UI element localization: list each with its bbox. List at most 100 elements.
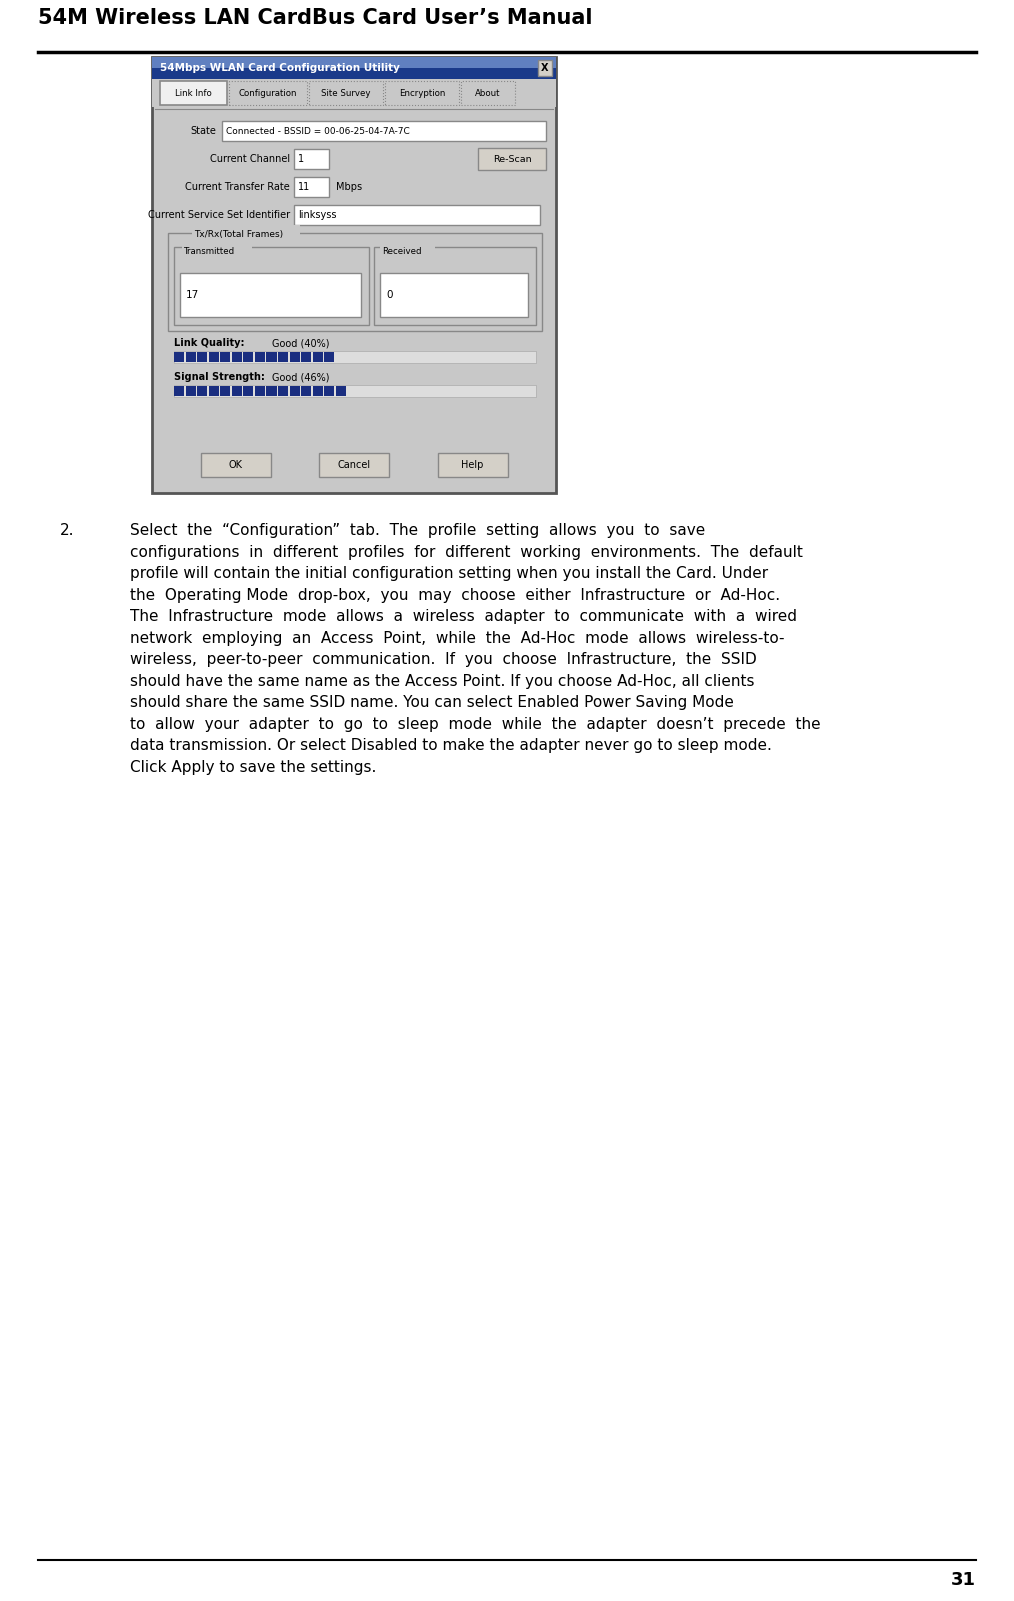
Bar xyxy=(380,274,528,317)
Bar xyxy=(243,386,254,395)
Bar xyxy=(278,386,288,395)
Text: Re-Scan: Re-Scan xyxy=(493,155,531,163)
Bar xyxy=(290,386,299,395)
Bar xyxy=(186,352,196,362)
Text: profile will contain the initial configuration setting when you install the Card: profile will contain the initial configu… xyxy=(130,567,769,581)
Bar xyxy=(290,352,299,362)
Bar xyxy=(220,386,230,395)
Text: 54Mbps WLAN Card Configuration Utility: 54Mbps WLAN Card Configuration Utility xyxy=(160,62,400,74)
Bar xyxy=(232,386,241,395)
Bar xyxy=(209,386,219,395)
Text: should share the same SSID name. You can select Enabled Power Saving Mode: should share the same SSID name. You can… xyxy=(130,695,734,709)
Bar xyxy=(174,247,369,325)
Text: data transmission. Or select Disabled to make the adapter never go to sleep mode: data transmission. Or select Disabled to… xyxy=(130,738,772,752)
Bar xyxy=(152,58,556,78)
Bar xyxy=(209,352,219,362)
Text: X: X xyxy=(541,62,549,74)
Bar xyxy=(461,82,515,106)
Text: wireless,  peer-to-peer  communication.  If  you  choose  Infrastructure,  the  : wireless, peer-to-peer communication. If… xyxy=(130,652,756,668)
Text: Connected - BSSID = 00-06-25-04-7A-7C: Connected - BSSID = 00-06-25-04-7A-7C xyxy=(226,126,410,136)
Text: Site Survey: Site Survey xyxy=(321,88,371,98)
Bar xyxy=(160,82,227,106)
Bar xyxy=(294,178,329,197)
Bar xyxy=(255,386,265,395)
Text: to  allow  your  adapter  to  go  to  sleep  mode  while  the  adapter  doesn’t : to allow your adapter to go to sleep mod… xyxy=(130,717,820,732)
Text: Mbps: Mbps xyxy=(336,183,362,192)
Text: 17: 17 xyxy=(186,290,199,299)
Bar xyxy=(192,226,300,242)
Text: Select  the  “Configuration”  tab.  The  profile  setting  allows  you  to  save: Select the “Configuration” tab. The prof… xyxy=(130,524,706,538)
Bar xyxy=(168,234,542,331)
Bar xyxy=(385,82,459,106)
Text: Click Apply to save the settings.: Click Apply to save the settings. xyxy=(130,759,376,775)
Bar xyxy=(182,243,252,258)
Bar xyxy=(294,205,540,226)
Bar xyxy=(309,82,383,106)
Text: OK: OK xyxy=(228,459,242,471)
Bar xyxy=(186,386,196,395)
Text: Configuration: Configuration xyxy=(238,88,297,98)
Bar xyxy=(174,384,536,397)
Text: The  Infrastructure  mode  allows  a  wireless  adapter  to  communicate  with  : The Infrastructure mode allows a wireles… xyxy=(130,608,797,624)
Text: Transmitted: Transmitted xyxy=(184,247,235,256)
Bar xyxy=(197,352,207,362)
Bar xyxy=(374,247,536,325)
Bar xyxy=(312,352,322,362)
Bar xyxy=(197,386,207,395)
Bar xyxy=(380,243,435,258)
Bar xyxy=(174,352,185,362)
Bar xyxy=(324,352,335,362)
Text: Cancel: Cancel xyxy=(338,459,370,471)
Bar xyxy=(478,147,546,170)
Bar xyxy=(437,453,507,477)
Text: Good (40%): Good (40%) xyxy=(272,338,330,347)
Bar xyxy=(324,386,335,395)
Text: 31: 31 xyxy=(951,1571,976,1590)
Bar xyxy=(229,82,307,106)
Text: Current Transfer Rate: Current Transfer Rate xyxy=(186,183,290,192)
Text: Current Channel: Current Channel xyxy=(210,154,290,163)
Bar xyxy=(336,386,346,395)
Bar xyxy=(255,352,265,362)
Bar xyxy=(180,274,361,317)
Bar xyxy=(174,351,536,363)
Text: 0: 0 xyxy=(386,290,392,299)
Text: State: State xyxy=(190,126,216,136)
Bar xyxy=(278,352,288,362)
Bar xyxy=(319,453,389,477)
Bar xyxy=(232,352,241,362)
Text: 11: 11 xyxy=(298,183,310,192)
Text: 1: 1 xyxy=(298,154,304,163)
Bar xyxy=(301,386,311,395)
Text: Signal Strength:: Signal Strength: xyxy=(174,371,265,383)
Text: Tx/Rx(Total Frames): Tx/Rx(Total Frames) xyxy=(194,229,283,239)
Text: network  employing  an  Access  Point,  while  the  Ad-Hoc  mode  allows  wirele: network employing an Access Point, while… xyxy=(130,631,785,645)
Text: should have the same name as the Access Point. If you choose Ad-Hoc, all clients: should have the same name as the Access … xyxy=(130,674,754,688)
Text: Link Quality:: Link Quality: xyxy=(174,338,244,347)
Bar xyxy=(152,58,556,67)
Text: configurations  in  different  profiles  for  different  working  environments. : configurations in different profiles for… xyxy=(130,544,803,559)
Bar xyxy=(152,58,556,493)
Bar xyxy=(152,78,556,107)
Text: Current Service Set Identifier: Current Service Set Identifier xyxy=(148,210,290,219)
Bar xyxy=(267,352,277,362)
Bar xyxy=(174,386,185,395)
Bar xyxy=(243,352,254,362)
Text: About: About xyxy=(476,88,501,98)
Bar xyxy=(222,122,546,141)
Bar xyxy=(312,386,322,395)
Text: 54M Wireless LAN CardBus Card User’s Manual: 54M Wireless LAN CardBus Card User’s Man… xyxy=(38,8,592,27)
Text: 2.: 2. xyxy=(60,524,74,538)
Bar xyxy=(220,352,230,362)
Bar xyxy=(267,386,277,395)
Text: Good (46%): Good (46%) xyxy=(272,371,330,383)
Bar xyxy=(538,59,552,75)
Text: Received: Received xyxy=(382,247,422,256)
Bar xyxy=(301,352,311,362)
Text: Help: Help xyxy=(461,459,484,471)
Text: linksyss: linksyss xyxy=(298,210,337,219)
Text: Link Info: Link Info xyxy=(175,88,212,98)
Bar xyxy=(294,149,329,170)
Text: Encryption: Encryption xyxy=(399,88,445,98)
Text: the  Operating Mode  drop-box,  you  may  choose  either  Infrastructure  or  Ad: the Operating Mode drop-box, you may cho… xyxy=(130,588,780,602)
